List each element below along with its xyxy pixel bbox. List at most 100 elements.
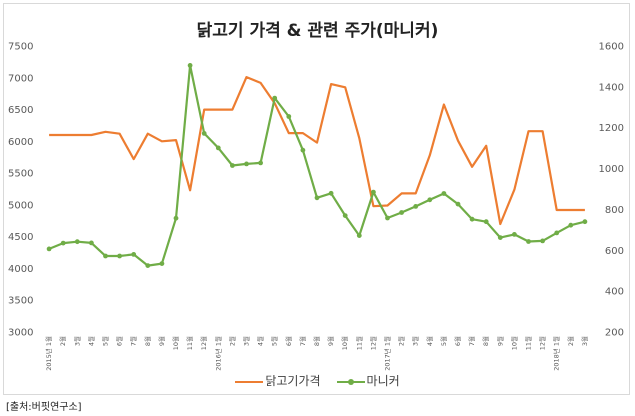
y-axis-right: 200 400 600 800 1000 1200 1400 1600 <box>599 42 624 339</box>
y-right-tick-label: 1600 <box>599 42 624 53</box>
data-point <box>441 191 447 196</box>
x-tick-label: 2015년 1월 <box>44 336 53 371</box>
data-point <box>328 190 334 196</box>
x-tick-label: 3월 <box>241 336 250 346</box>
data-point <box>371 189 376 195</box>
y-right-tick-label: 1200 <box>599 123 624 134</box>
data-point <box>215 145 221 151</box>
y-left-tick-label: 4000 <box>8 264 33 275</box>
data-point <box>89 240 94 246</box>
x-tick-label: 2018년 1월 <box>552 336 561 371</box>
data-point <box>554 230 560 236</box>
x-tick-label: 6월 <box>115 336 124 346</box>
data-point <box>159 261 165 266</box>
data-point <box>103 253 108 259</box>
x-tick-label: 10월 <box>509 336 518 350</box>
data-point <box>540 238 545 244</box>
data-point <box>399 210 404 215</box>
x-tick-label: 7월 <box>298 336 307 346</box>
y-right-tick-label: 1000 <box>599 164 624 175</box>
x-tick-label: 2월 <box>58 336 67 346</box>
x-tick-label: 3월 <box>411 336 420 346</box>
data-point <box>46 246 52 252</box>
data-point <box>300 147 306 153</box>
y-left-tick-label: 5500 <box>8 169 33 180</box>
x-tick-label: 7월 <box>129 336 138 346</box>
x-tick-label: 11월 <box>185 336 194 350</box>
x-tick-label: 2016년 1월 <box>213 336 222 371</box>
legend-swatch <box>336 377 365 387</box>
data-point <box>497 235 503 241</box>
data-point <box>342 213 348 219</box>
data-point <box>230 163 235 168</box>
data-point <box>286 114 292 119</box>
x-tick-label: 11월 <box>524 336 533 350</box>
data-point <box>526 239 531 244</box>
data-point <box>187 63 193 68</box>
data-point <box>469 216 475 222</box>
x-tick-label: 9월 <box>326 336 335 346</box>
y-right-tick-label: 400 <box>605 287 624 298</box>
y-right-tick-label: 200 <box>605 328 624 339</box>
x-tick-label: 11월 <box>354 336 363 350</box>
data-point <box>455 201 461 207</box>
data-point <box>483 219 489 225</box>
x-tick-label: 2017년 1월 <box>383 336 392 371</box>
x-tick-label: 12월 <box>538 336 547 350</box>
x-tick-label: 3월 <box>580 336 589 346</box>
x-tick-label: 5월 <box>270 336 279 346</box>
x-tick-label: 5월 <box>100 336 109 346</box>
y-left-tick-label: 5000 <box>8 200 33 211</box>
x-tick-label: 4월 <box>86 336 95 346</box>
y-left-tick-label: 4500 <box>8 232 33 243</box>
x-tick-label: 8월 <box>312 336 321 346</box>
x-tick-label: 3월 <box>72 336 81 346</box>
data-point <box>131 252 137 257</box>
chart-title: 닭고기 가격 & 관련 주가(마니커) <box>196 21 439 41</box>
legend-item: 마니커 <box>336 372 400 389</box>
data-point <box>244 161 249 167</box>
data-point <box>413 204 419 209</box>
y-left-tick-label: 3500 <box>8 296 33 307</box>
x-tick-label: 12월 <box>199 336 208 350</box>
y-left-tick-label: 7500 <box>8 42 33 53</box>
x-tick-label: 9월 <box>157 336 166 346</box>
data-point <box>173 215 179 221</box>
data-point <box>314 195 320 201</box>
x-tick-label: 2월 <box>397 336 406 346</box>
y-right-tick-label: 800 <box>605 205 624 216</box>
legend: 닭고기가격 마니커 <box>0 372 635 389</box>
x-tick-label: 10월 <box>171 336 180 350</box>
x-tick-label: 4월 <box>256 336 265 346</box>
series-layer <box>46 63 588 268</box>
x-tick-label: 2월 <box>227 336 236 346</box>
legend-swatch <box>235 377 264 387</box>
x-tick-label: 8월 <box>143 336 152 346</box>
x-tick-label: 7월 <box>467 336 476 346</box>
data-point <box>272 95 278 101</box>
x-tick-label: 6월 <box>284 336 293 346</box>
x-tick-label: 2월 <box>566 336 575 346</box>
x-tick-label: 4월 <box>425 336 434 346</box>
y-axis-left: 3000 3500 4000 4500 5000 5500 6000 6500 7000 7500 <box>8 42 33 339</box>
y-left-tick-label: 3000 <box>8 328 33 339</box>
source-note: [출처:버핏연구소] <box>6 402 82 413</box>
series-line-0 <box>49 75 585 226</box>
y-left-tick-label: 6000 <box>8 137 33 148</box>
data-point <box>201 131 207 136</box>
y-left-tick-label: 6500 <box>8 105 33 116</box>
y-right-tick-label: 600 <box>605 246 624 257</box>
legend-label: 닭고기가격 <box>265 374 321 388</box>
data-point <box>145 263 151 268</box>
data-point <box>385 215 390 221</box>
data-point <box>582 219 588 225</box>
x-tick-label: 9월 <box>495 336 504 346</box>
data-point <box>512 232 517 237</box>
x-tick-label: 10월 <box>340 336 349 350</box>
x-tick-label: 6월 <box>453 336 462 346</box>
y-right-tick-label: 1400 <box>599 82 624 93</box>
data-point <box>258 160 263 166</box>
data-point <box>117 253 122 259</box>
data-point <box>60 240 66 246</box>
